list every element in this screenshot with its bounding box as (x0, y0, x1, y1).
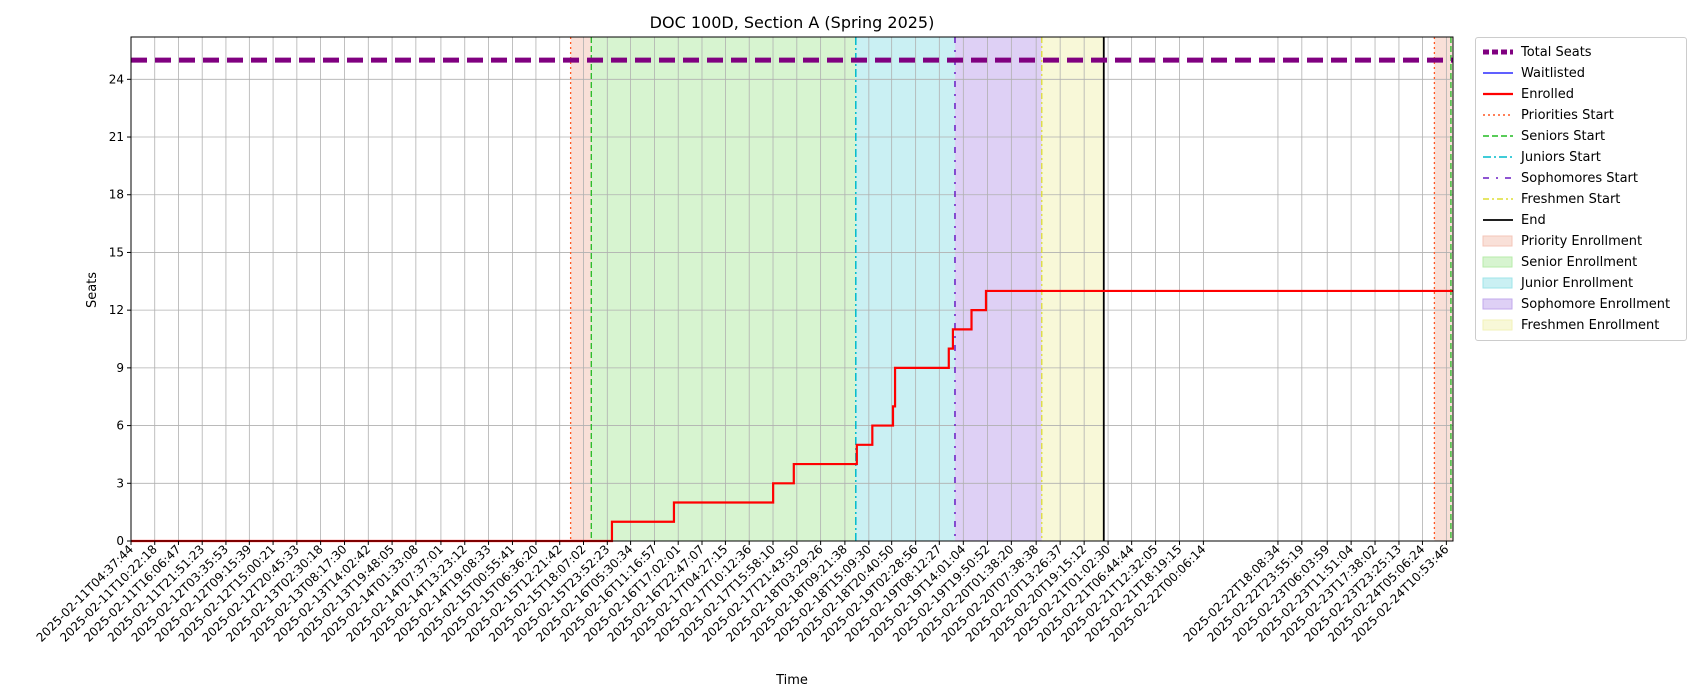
y-tick-label: 12 (109, 303, 124, 317)
y-tick-label: 0 (116, 534, 124, 548)
legend-item: Junior Enrollment (1476, 273, 1686, 294)
plot-frame (130, 36, 1454, 542)
y-tick-label: 15 (109, 245, 124, 259)
legend-label: Juniors Start (1521, 150, 1601, 165)
legend-item: Juniors Start (1476, 147, 1686, 168)
series-enrolled (131, 289, 1453, 543)
legend-swatch (1482, 298, 1513, 310)
x-axis-label: Time (775, 673, 808, 688)
period-priority-enrollment-2 (1434, 37, 1453, 541)
legend-swatch (1483, 156, 1513, 158)
legend-swatch (1482, 235, 1513, 247)
legend-item: Freshmen Start (1476, 189, 1686, 210)
period-junior-enrollment (855, 37, 955, 541)
legend-swatch (1482, 319, 1513, 331)
legend-label: End (1521, 213, 1546, 228)
legend-item: Seniors Start (1476, 126, 1686, 147)
legend-label: Total Seats (1521, 45, 1592, 60)
legend-label: Sophomore Enrollment (1521, 297, 1671, 312)
legend-item: Sophomore Enrollment (1476, 294, 1686, 315)
legend-item: Sophomores Start (1476, 168, 1686, 189)
y-tick-label: 3 (116, 476, 124, 490)
y-tick-label: 24 (109, 72, 124, 86)
legend-swatch (1483, 72, 1513, 74)
legend-label: Priorities Start (1521, 108, 1614, 123)
legend-swatch (1482, 277, 1513, 289)
legend-label: Senior Enrollment (1521, 255, 1638, 270)
legend-label: Waitlisted (1521, 66, 1586, 81)
legend-swatch (1483, 198, 1513, 200)
y-axis-label: Seats (85, 272, 100, 308)
legend-item: Freshmen Enrollment (1476, 315, 1686, 336)
legend-label: Priority Enrollment (1521, 234, 1643, 249)
chart-title: DOC 100D, Section A (Spring 2025) (650, 13, 935, 32)
legend-item: Priority Enrollment (1476, 231, 1686, 252)
legend-label: Freshmen Enrollment (1521, 318, 1660, 333)
legend-swatch (1483, 177, 1513, 179)
legend-swatch (1482, 256, 1513, 268)
legend-swatch (1483, 114, 1513, 116)
legend-item: Senior Enrollment (1476, 252, 1686, 273)
period-sophomore-enrollment (954, 37, 1042, 541)
legend-label: Sophomores Start (1521, 171, 1638, 186)
legend-swatch (1483, 92, 1513, 96)
legend-label: Freshmen Start (1521, 192, 1621, 207)
legend-swatch (1483, 135, 1513, 137)
legend-item: Priorities Start (1476, 105, 1686, 126)
period-senior-enrollment (591, 37, 856, 541)
y-tick-label: 6 (116, 419, 124, 433)
legend-item: End (1476, 210, 1686, 231)
legend-label: Junior Enrollment (1521, 276, 1634, 291)
legend-swatch (1483, 49, 1513, 55)
y-tick-label: 21 (109, 130, 124, 144)
legend-swatch (1483, 219, 1513, 221)
legend-item: Enrolled (1476, 84, 1686, 105)
y-tick-label: 9 (116, 361, 124, 375)
period-freshmen-enrollment (1041, 37, 1104, 541)
period-priority-enrollment (570, 37, 592, 541)
y-tick-label: 18 (109, 188, 124, 202)
legend-label: Enrolled (1521, 87, 1574, 102)
legend-item: Waitlisted (1476, 63, 1686, 84)
legend-item: Total Seats (1476, 42, 1686, 63)
chart-legend: Total Seats Waitlisted Enrolled Priorities … (1475, 37, 1687, 341)
legend-label: Seniors Start (1521, 129, 1606, 144)
